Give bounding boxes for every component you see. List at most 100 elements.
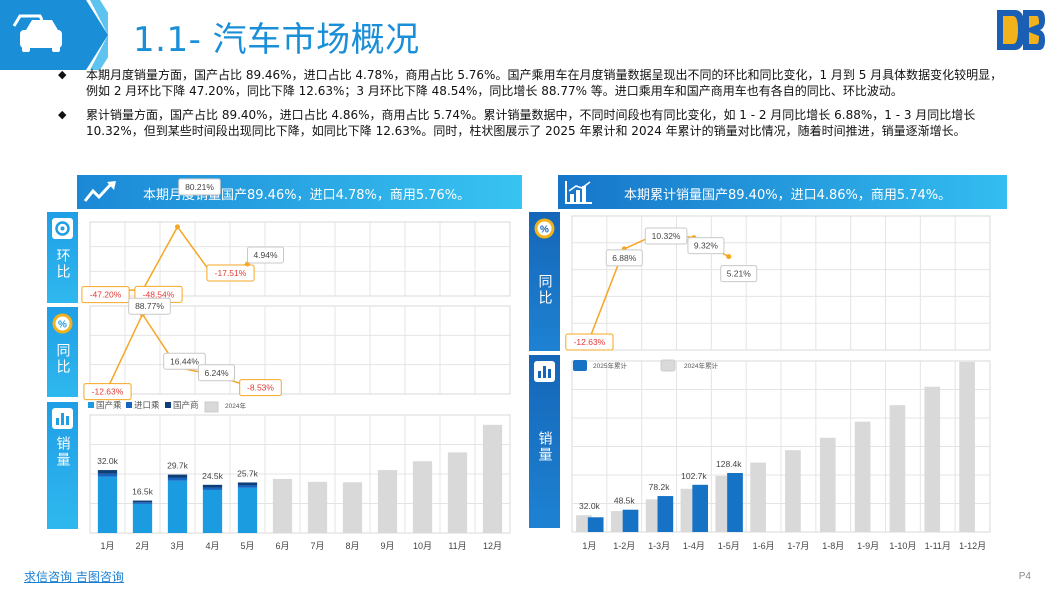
sales-bar [412,461,433,533]
yoy-callout-box [163,352,206,370]
sales-bar-label: 24.5k [202,471,224,481]
cum-bar-2025 [727,472,743,532]
cum-bar-2024 [854,421,871,532]
yoy-callout-box [83,383,132,401]
sales-bar-label: 25.7k [237,468,259,478]
legend-label: 2024年 [225,401,246,410]
period-tick: 1-6月 [753,541,775,551]
month-tick: 10月 [413,541,432,551]
sales-bar-label: 32.0k [97,456,119,466]
tab-cum-sales-label: 销量 [529,431,560,468]
summary-bullets: 本期月度销量方面，国产占比 89.46%，进口占比 4.78%，商用占比 5.7… [58,67,1008,147]
cum-legend-swatch [573,360,587,371]
tab-mom-text: 环比 [54,248,71,280]
sales-bar [272,478,293,533]
period-tick: 1-11月 [925,541,951,551]
period-tick: 1-5月 [718,541,740,551]
svg-text:%: % [58,320,67,331]
yoy-callout-label: 16.44% [170,356,199,366]
bar-chart-icon [52,408,73,429]
mom-callout-label: 80.21% [185,182,214,192]
cum-yoy-callout-box [687,237,725,255]
tab-sales-label: 销量 [47,436,78,473]
bar-chart-trend-icon [565,181,592,204]
period-tick: 1-9月 [857,541,879,551]
mom-callout-label: -47.20% [90,290,122,300]
month-tick: 1月 [100,541,114,551]
period-tick: 1-12月 [959,541,986,551]
cum-bar-2025 [622,509,639,532]
period-tick: 1-3月 [648,541,670,551]
sales-bar [97,476,118,533]
tab-cum-yoy-text: 同比 [536,274,553,306]
tab-sales-text: 销量 [54,436,71,468]
sales-bar [167,474,188,478]
tab-cum-sales-text: 销量 [536,431,553,463]
tab-cum-sales: 销量 [529,355,560,528]
cum-bar-label: 32.0k [579,501,601,511]
percent-icon: % [52,313,73,334]
mom-callout-box [247,246,284,264]
sales-bar [307,481,328,533]
sales-bar [447,452,468,533]
cum-bar-label: 102.7k [681,471,707,481]
period-tick: 1-8月 [822,541,844,551]
mom-callout-label: -48.54% [143,289,175,299]
car-icon [12,14,62,52]
month-tick: 4月 [205,541,219,551]
month-tick: 12月 [483,541,502,551]
cum-yoy-point [726,254,732,260]
sales-bar-label: 29.7k [167,461,189,471]
period-tick: 1-2月 [613,541,635,551]
company-logo [997,10,1045,50]
sales-bar [342,482,363,533]
month-tick: 6月 [275,541,289,551]
cum-bar-2024 [785,450,801,532]
month-tick: 9月 [380,541,394,551]
target-icon [52,218,73,239]
sales-bar [202,487,223,490]
cumulative-banner: 本期累计销量国产89.40%，进口4.86%，商用5.74%。 [558,175,1007,209]
sales-bar [167,480,188,533]
mom-callout-box [81,286,130,304]
sales-bar [202,484,223,488]
monthly-banner-text: 本期月度销量国产89.46%，进口4.78%，商用5.76%。 [143,188,471,203]
tab-cum-yoy-label: 同比 [529,274,560,311]
cum-bar-2025 [657,496,674,532]
tab-sales: 销量 [47,402,78,529]
sales-bar [237,487,258,533]
legend-label: 国产商 [173,400,199,410]
bullet-monthly: 本期月度销量方面，国产占比 89.46%，进口占比 4.78%，商用占比 5.7… [58,67,1008,99]
month-tick: 2月 [135,541,149,551]
cum-bar-2025 [692,484,709,532]
yoy-callout-label: 88.77% [135,301,164,311]
page-number: P4 [1018,571,1031,582]
sales-bar-label: 16.5k [132,487,154,497]
period-tick: 1-10月 [889,541,916,551]
percent-icon: % [534,218,555,239]
period-tick: 1月 [582,541,596,551]
header-car-banner [0,0,108,70]
tab-yoy: % 同比 [47,307,78,397]
cum-yoy-callout-box [605,249,643,267]
cum-legend-swatch [660,359,676,372]
legend-label: 国产乘 [96,400,122,410]
footer-company-link[interactable]: 求信咨询 吉图咨询 [24,570,124,584]
bar-chart-icon [534,361,555,382]
sales-bar [97,473,118,477]
sales-grid [89,414,511,534]
cum-bar-label: 48.5k [614,496,636,506]
month-tick: 3月 [170,541,184,551]
legend-label: 进口乘 [134,400,160,410]
mom-point [175,224,180,230]
yoy-grid [89,305,511,395]
legend-swatch [88,402,94,408]
tab-yoy-text: 同比 [54,343,71,375]
mom-callout-box [206,264,255,282]
yoy-callout-label: 6.24% [204,368,229,378]
sales-bar [167,477,188,481]
cum-yoy-callout-box [565,333,614,351]
mom-grid [89,221,511,297]
sales-bar [237,485,258,488]
